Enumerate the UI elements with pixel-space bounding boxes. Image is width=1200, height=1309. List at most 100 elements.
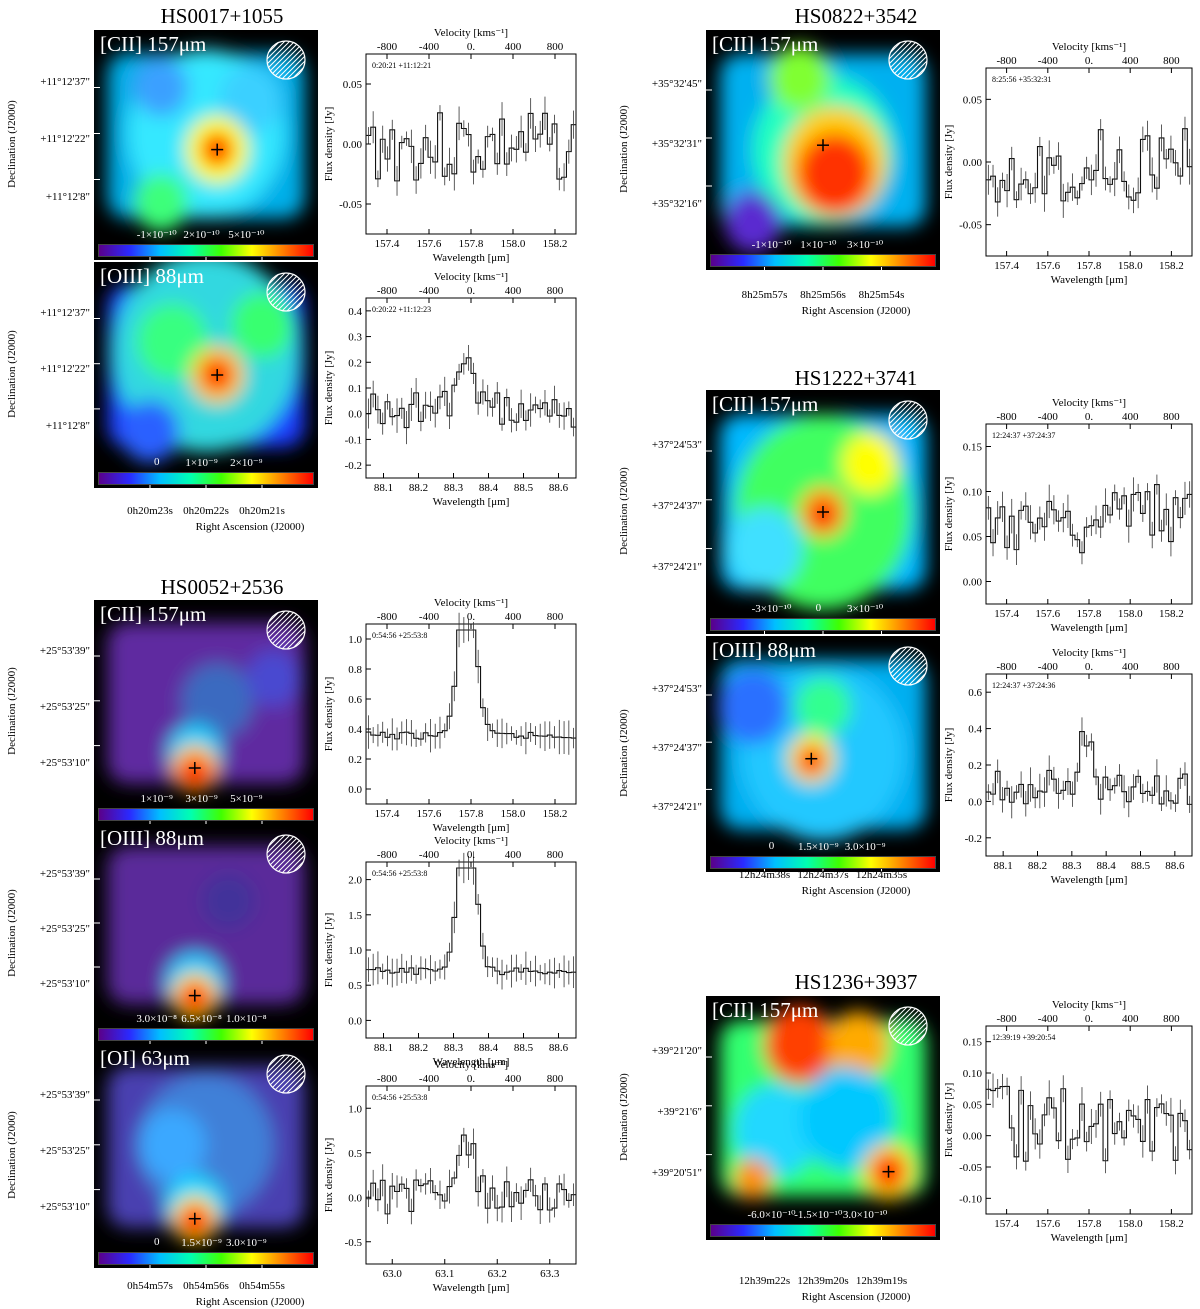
velocity-tick-label: 800 <box>1163 1013 1180 1025</box>
flux-tick-label: 0.10 <box>963 1068 983 1080</box>
flux-tick-label: 0.6 <box>348 694 362 706</box>
colorbar-tick-label: 1.5×10⁻⁹ <box>798 841 839 853</box>
wavelength-tick-label: 88.6 <box>549 482 569 494</box>
velocity-tick-label: -400 <box>419 849 440 861</box>
emission-blob <box>794 677 852 737</box>
flux-tick-label: 0.0 <box>968 796 982 808</box>
colorbar-tick-label: 3.0×10⁻⁸ <box>136 1013 178 1025</box>
dec-tick-label: +25°53'10" <box>39 1200 90 1213</box>
spectrum-line <box>986 484 1192 554</box>
dec-axis-title: Declination (J2000) <box>618 709 630 797</box>
wavelength-tick-label: 157.6 <box>417 808 442 820</box>
spectrum-coordinates: 0:20:22 +11:12:23 <box>372 305 431 314</box>
line-label: [OI] 63μm <box>100 1046 190 1070</box>
spectrum-plot: 157.4 157.6 157.8 158.0 158.2 -800 -400 0. 400 80… <box>943 999 1193 1244</box>
flux-tick-label: -0.1 <box>345 434 362 446</box>
velocity-tick-label: 0. <box>467 1073 476 1085</box>
wavelength-tick-label: 158.2 <box>1159 1218 1184 1230</box>
flux-tick-label: 1.5 <box>348 910 362 922</box>
spectrum-plot: 88.1 88.2 88.3 88.4 88.5 88.6 -800 -400 0. 400 800… <box>323 835 577 1068</box>
wavelength-tick-label: 158.0 <box>1118 260 1143 272</box>
spectrum-plot: 157.4 157.6 157.8 158.0 158.2 -800 -400 0. 400 80… <box>323 597 577 834</box>
wavelength-tick-label: 158.2 <box>543 238 568 250</box>
wavelength-tick-label: 157.8 <box>1077 608 1102 620</box>
velocity-tick-label: 800 <box>1163 411 1180 423</box>
wavelength-tick-label: 88.2 <box>1028 860 1047 872</box>
beam-size-icon <box>888 646 928 686</box>
velocity-tick-label: -800 <box>377 611 398 623</box>
velocity-tick-label: 800 <box>547 41 564 53</box>
spectrum-line <box>986 1085 1192 1162</box>
colorbar-tick-label: 0 <box>153 1236 160 1248</box>
line-label: [CII] 157μm <box>712 392 819 416</box>
velocity-tick-label: -400 <box>1038 661 1059 673</box>
emission-blob <box>717 669 788 744</box>
emission-blob <box>201 873 256 929</box>
wavelength-tick-label: 157.4 <box>994 1218 1019 1230</box>
dec-tick-label: +11°12'22" <box>40 133 90 146</box>
velocity-tick-label: -800 <box>377 285 398 297</box>
ra-axis-title: Right Ascension (J2000) <box>801 1291 911 1303</box>
colorbar-tick-label: 3.0×10⁻⁹ <box>226 1237 267 1249</box>
flux-tick-label: 0.05 <box>963 532 983 544</box>
wavelength-axis-title: Wavelength [μm] <box>433 1056 510 1068</box>
dec-axis-title: Declination (J2000) <box>6 667 18 755</box>
ra-tick-label: 12h24m38s <box>738 869 791 881</box>
velocity-tick-label: 400 <box>1122 661 1139 673</box>
velocity-axis-title: Velocity [kms⁻¹] <box>1052 999 1126 1011</box>
flux-tick-label: 0.5 <box>348 1148 362 1160</box>
emission-blob <box>827 1011 889 1079</box>
velocity-tick-label: 400 <box>1122 55 1139 67</box>
emission-region <box>107 846 305 1005</box>
dec-axis-title: Declination (J2000) <box>6 1111 18 1199</box>
wavelength-axis-title: Wavelength [μm] <box>433 252 510 264</box>
dec-axis-title: Declination (J2000) <box>618 1073 630 1161</box>
flux-tick-label: 0.4 <box>968 724 982 736</box>
wavelength-axis-title: Wavelength [μm] <box>433 822 510 834</box>
velocity-tick-label: -800 <box>377 849 398 861</box>
velocity-tick-label: 800 <box>1163 55 1180 67</box>
ra-tick-label: 8h25m56s <box>800 289 846 301</box>
line-label: [CII] 157μm <box>100 32 207 56</box>
colorbar-tick-label: 0 <box>815 602 822 614</box>
emission-blob <box>219 65 283 133</box>
wavelength-tick-label: 88.2 <box>409 482 428 494</box>
wavelength-tick-label: 158.2 <box>1159 608 1184 620</box>
flux-tick-label: -0.10 <box>959 1193 982 1205</box>
colorbar-tick-label: -3×10⁻¹⁰ <box>751 603 792 615</box>
velocity-tick-label: 0. <box>467 285 476 297</box>
colorbar-tick-label: 2×10⁻⁹ <box>230 457 263 469</box>
flux-tick-label: -0.2 <box>345 460 362 472</box>
wavelength-tick-label: 157.6 <box>1035 260 1060 272</box>
emission-blob <box>134 58 189 117</box>
flux-tick-label: 0.0 <box>348 1192 362 1204</box>
emission-blob <box>138 1109 206 1181</box>
spectrum-line <box>366 357 576 429</box>
dec-tick-label: +37°24'37" <box>651 500 702 513</box>
wavelength-tick-label: 63.0 <box>383 1268 403 1280</box>
galaxy-title: HS1222+3741 <box>794 366 918 390</box>
flux-tick-label: 2.0 <box>348 875 362 887</box>
velocity-tick-label: -800 <box>377 41 398 53</box>
flux-tick-label: -0.2 <box>965 833 982 845</box>
dec-tick-label: +39°20'51" <box>651 1167 702 1180</box>
flux-tick-label: 0.2 <box>348 357 362 369</box>
colorbar-tick-label: 5×10⁻¹⁰ <box>228 229 265 241</box>
dec-tick-label: +25°53'25" <box>39 922 90 935</box>
dec-tick-label: +39°21'20" <box>651 1045 702 1058</box>
spectrum-coordinates: 12:39:19 +39:20:54 <box>992 1033 1055 1042</box>
velocity-tick-label: -400 <box>419 285 440 297</box>
wavelength-axis-title: Wavelength [μm] <box>433 1282 510 1294</box>
galaxy-title: HS0017+1055 <box>160 4 284 28</box>
colorbar <box>98 244 314 257</box>
colorbar <box>710 254 936 267</box>
wavelength-tick-label: 157.4 <box>994 608 1019 620</box>
ra-axis-title: Right Ascension (J2000) <box>195 521 305 533</box>
dec-axis-title: Declination (J2000) <box>6 889 18 977</box>
flux-tick-label: -0.05 <box>959 220 982 232</box>
wavelength-tick-label: 157.4 <box>375 238 400 250</box>
velocity-tick-label: 400 <box>1122 411 1139 423</box>
flux-tick-label: 1.0 <box>348 945 362 957</box>
flux-tick-label: -0.5 <box>345 1237 363 1249</box>
colorbar-tick-label: 1.5×10⁻⁹ <box>181 1237 222 1249</box>
